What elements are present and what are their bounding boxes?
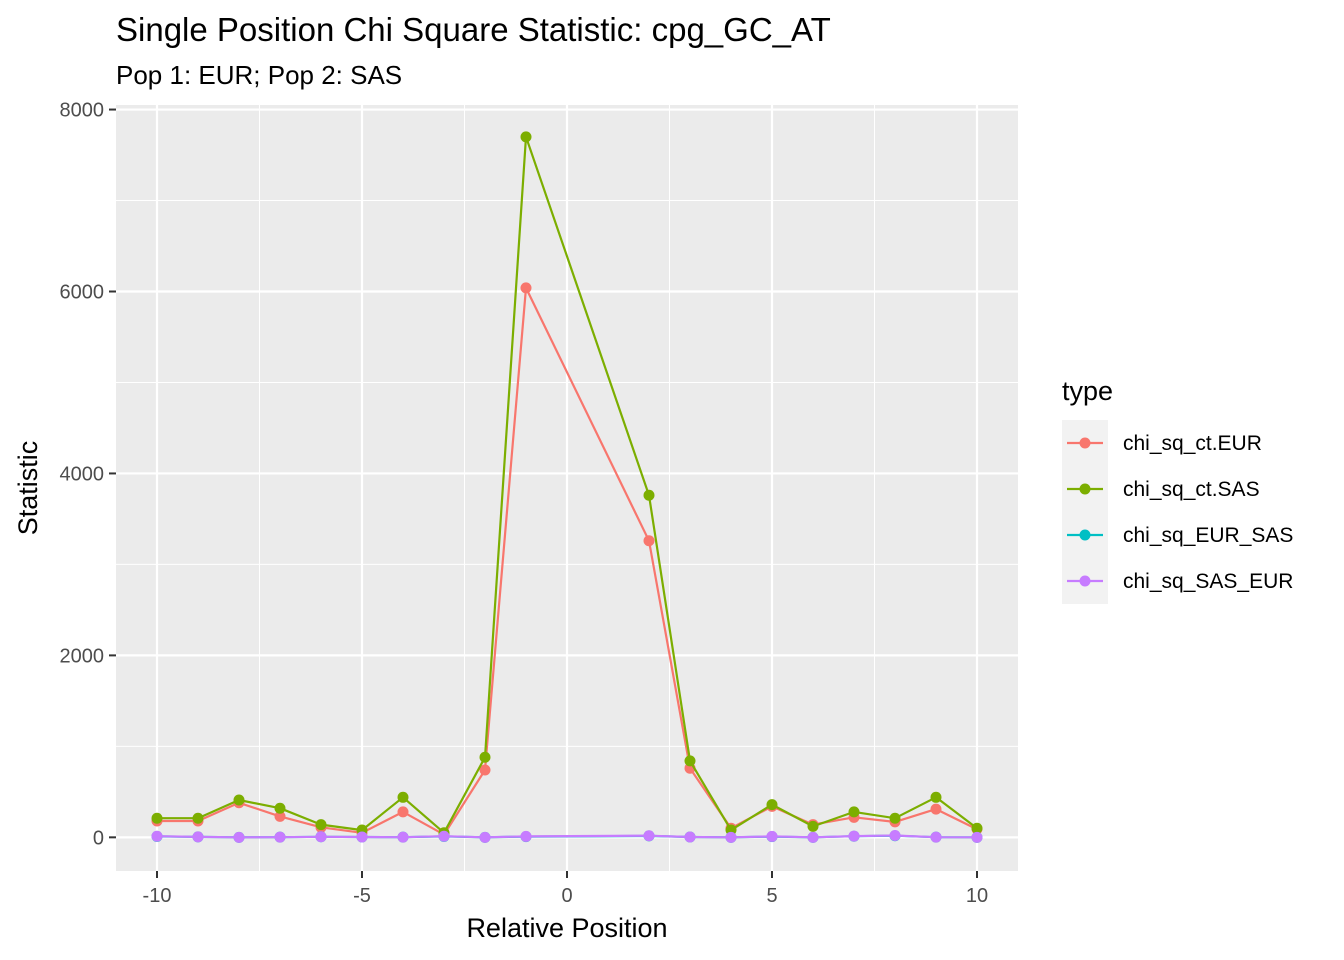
data-point bbox=[356, 831, 368, 843]
data-point bbox=[233, 831, 245, 843]
x-tick-label: -10 bbox=[143, 885, 172, 907]
y-tick-label: 0 bbox=[93, 827, 104, 849]
data-point bbox=[479, 831, 491, 843]
legend-key-background bbox=[1062, 420, 1108, 604]
data-point bbox=[930, 831, 942, 843]
data-point bbox=[889, 812, 901, 824]
data-point bbox=[807, 820, 819, 832]
data-point bbox=[725, 831, 737, 843]
y-tick-label: 8000 bbox=[60, 100, 105, 122]
legend-title: type bbox=[1062, 376, 1113, 406]
legend-item: chi_sq_ct.SAS bbox=[1067, 478, 1260, 501]
data-point bbox=[520, 830, 532, 842]
x-tick-label: 10 bbox=[966, 885, 988, 907]
data-point bbox=[889, 830, 901, 842]
y-axis-title: Statistic bbox=[13, 441, 43, 536]
x-tick-label: 0 bbox=[561, 885, 572, 907]
data-point bbox=[274, 810, 286, 822]
data-point bbox=[684, 831, 696, 843]
x-axis: -10 -5 0 5 10 bbox=[143, 871, 988, 907]
data-point bbox=[930, 803, 942, 815]
legend-label: chi_sq_ct.EUR bbox=[1123, 432, 1262, 455]
legend-item: chi_sq_ct.EUR bbox=[1067, 432, 1262, 455]
data-point bbox=[315, 819, 327, 831]
legend-label: chi_sq_SAS_EUR bbox=[1123, 570, 1293, 593]
data-point bbox=[274, 831, 286, 843]
data-point bbox=[151, 812, 163, 824]
data-point bbox=[397, 806, 409, 818]
data-point bbox=[684, 755, 696, 767]
data-point bbox=[848, 830, 860, 842]
y-tick-label: 2000 bbox=[60, 645, 105, 667]
data-point bbox=[930, 791, 942, 803]
series-layer bbox=[151, 131, 983, 843]
legend-item: chi_sq_SAS_EUR bbox=[1067, 570, 1293, 593]
legend-item: chi_sq_EUR_SAS bbox=[1067, 524, 1293, 547]
x-tick-label: 5 bbox=[766, 885, 777, 907]
legend-label: chi_sq_ct.SAS bbox=[1123, 478, 1260, 501]
chart-subtitle: Pop 1: EUR; Pop 2: SAS bbox=[116, 60, 402, 90]
data-point bbox=[520, 131, 532, 143]
data-point bbox=[479, 751, 491, 763]
x-tick-label: -5 bbox=[353, 885, 371, 907]
y-tick-label: 4000 bbox=[60, 463, 105, 485]
data-point bbox=[192, 831, 204, 843]
data-point bbox=[971, 831, 983, 843]
legend-items: chi_sq_ct.EUR chi_sq_ct.SAS chi_sq_EUR_SAS… bbox=[1062, 420, 1293, 604]
legend-label: chi_sq_EUR_SAS bbox=[1123, 524, 1293, 547]
legend: type chi_sq_ct.EUR chi_sq_ct.SAS chi_sq_EU… bbox=[1062, 376, 1293, 604]
data-point bbox=[643, 489, 655, 501]
data-point bbox=[397, 791, 409, 803]
series-chi_sq_SAS_EUR bbox=[151, 830, 983, 843]
y-tick-label: 6000 bbox=[60, 281, 105, 303]
data-point bbox=[971, 822, 983, 834]
legend-key-point bbox=[1079, 437, 1091, 449]
data-point bbox=[848, 806, 860, 818]
data-point bbox=[151, 830, 163, 842]
data-point bbox=[397, 831, 409, 843]
data-point bbox=[520, 282, 532, 294]
x-axis-title: Relative Position bbox=[466, 913, 667, 943]
data-point bbox=[643, 535, 655, 547]
data-point bbox=[192, 812, 204, 824]
data-point bbox=[807, 831, 819, 843]
data-point bbox=[274, 802, 286, 814]
data-point bbox=[643, 830, 655, 842]
data-point bbox=[438, 830, 450, 842]
series-chi_sq_ct.SAS bbox=[151, 131, 983, 839]
legend-key-point bbox=[1079, 529, 1091, 541]
chart-title: Single Position Chi Square Statistic: cp… bbox=[116, 11, 831, 48]
data-point bbox=[315, 831, 327, 843]
data-point bbox=[766, 830, 778, 842]
legend-key-point bbox=[1079, 483, 1091, 495]
data-point bbox=[233, 794, 245, 806]
data-point bbox=[766, 799, 778, 811]
data-point bbox=[479, 764, 491, 776]
y-axis: 0 2000 4000 6000 8000 bbox=[60, 100, 116, 849]
legend-key-point bbox=[1079, 575, 1091, 587]
